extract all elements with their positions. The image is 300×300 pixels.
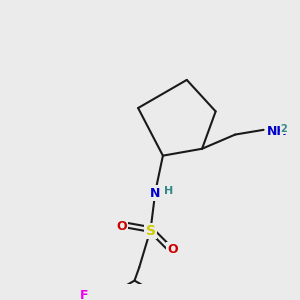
Text: N: N [150, 187, 160, 200]
Text: H: H [164, 187, 173, 196]
Text: O: O [167, 243, 178, 256]
Text: O: O [116, 220, 127, 233]
Text: S: S [146, 224, 156, 238]
Text: F: F [80, 289, 89, 300]
Text: NH: NH [267, 125, 288, 138]
Text: 2: 2 [280, 124, 287, 134]
